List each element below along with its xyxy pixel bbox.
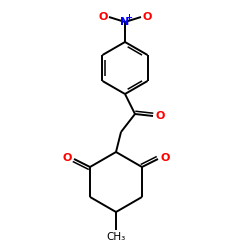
- Text: O: O: [160, 153, 170, 163]
- Text: O: O: [142, 12, 152, 22]
- Text: O: O: [155, 111, 165, 121]
- Text: CH₃: CH₃: [106, 232, 126, 242]
- Text: O: O: [98, 12, 108, 22]
- Text: O: O: [62, 153, 72, 163]
- Text: +: +: [126, 12, 132, 22]
- Text: N: N: [120, 17, 130, 27]
